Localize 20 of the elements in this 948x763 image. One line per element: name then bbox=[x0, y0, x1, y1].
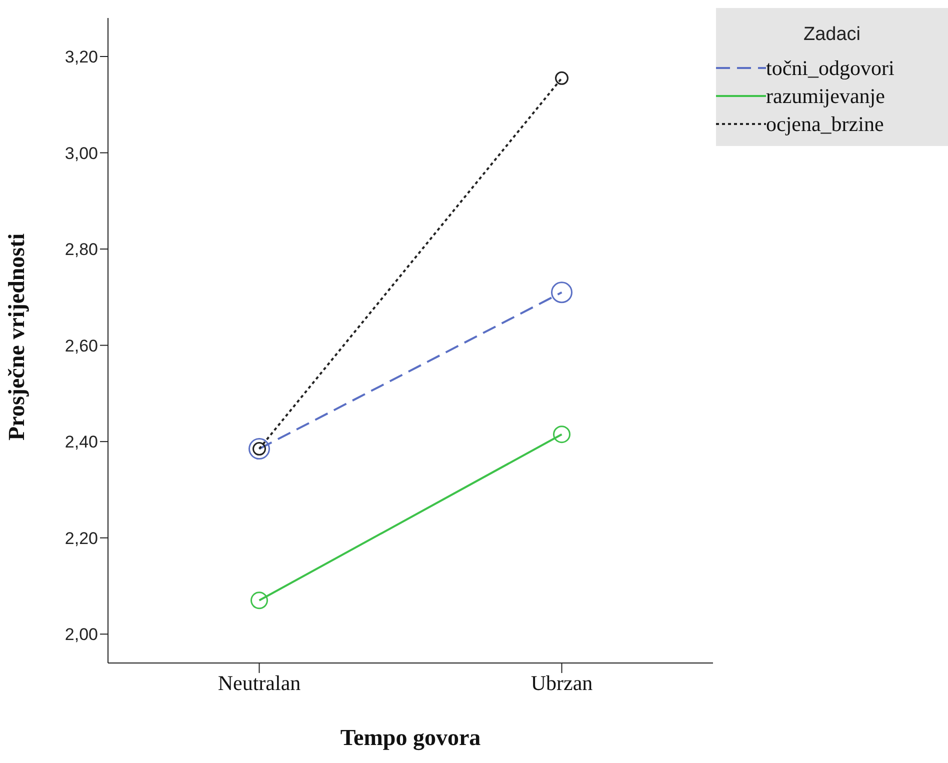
x-axis-title: Tempo govora bbox=[340, 725, 482, 751]
legend-label: razumijevanje bbox=[766, 83, 885, 110]
y-tick-label: 3,00 bbox=[64, 144, 98, 163]
point bbox=[553, 426, 570, 444]
point bbox=[555, 71, 568, 85]
point bbox=[248, 438, 270, 460]
point bbox=[551, 282, 572, 304]
point bbox=[250, 592, 268, 610]
y-tick-label: 2,40 bbox=[64, 432, 98, 452]
y-tick-label: 2,20 bbox=[64, 528, 98, 548]
y-tick-label: 2,80 bbox=[64, 240, 98, 260]
y-tick-label: 3,20 bbox=[64, 48, 98, 67]
legend-label: ocjena_brzine bbox=[766, 111, 884, 138]
y-tick-label: 2,00 bbox=[64, 625, 98, 644]
x-tick-label: Neutralan bbox=[218, 670, 302, 695]
y-axis-title: Prosječne vrijednosti bbox=[4, 232, 30, 440]
legend-title: Zadaci bbox=[802, 24, 862, 46]
legend-label: točni_odgovori bbox=[766, 55, 894, 82]
x-tick-label: Ubrzan bbox=[530, 670, 594, 695]
y-tick-label: 2,60 bbox=[64, 336, 98, 356]
